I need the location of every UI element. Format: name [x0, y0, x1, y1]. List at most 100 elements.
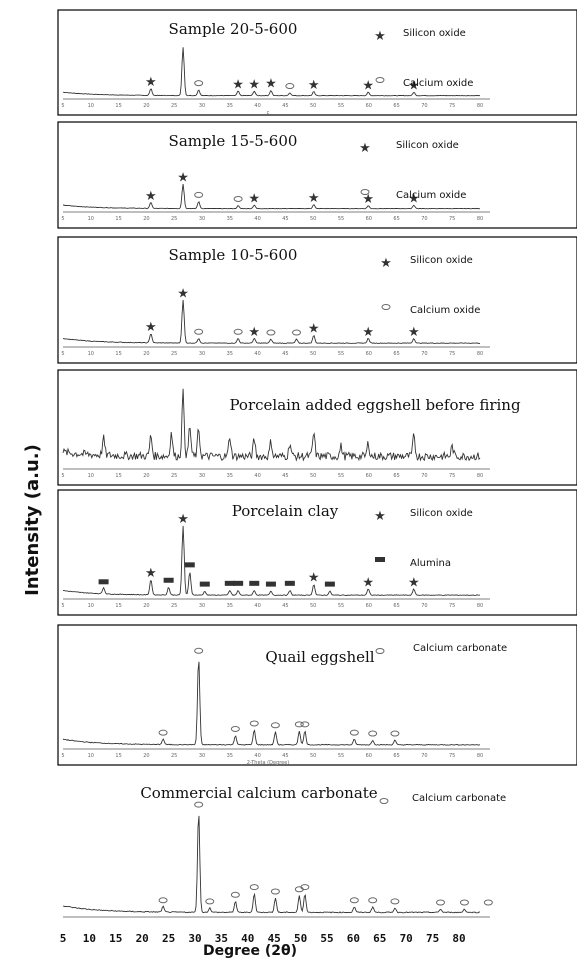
- silicon-oxide-marker: ★: [408, 575, 420, 590]
- panel-tick-label: 55: [338, 351, 344, 357]
- panel-tick-label: 55: [338, 473, 344, 479]
- legend-label: Silicon oxide: [396, 140, 459, 151]
- panel-3: ★ ★ ★ ★ ★ ★ 5 10 15 20 25 30 35 40 45 50 55 60 65 70 75 80 Sam…: [57, 236, 577, 364]
- alumina-marker: [184, 562, 195, 568]
- panel-tick-label: 70: [421, 753, 427, 759]
- calcium-carbonate-marker: [375, 648, 385, 654]
- calcium-carbonate-marker: [459, 899, 469, 906]
- legend-label: Calcium oxide: [403, 78, 473, 89]
- silicon-oxide-marker: ★: [248, 325, 260, 340]
- panel-tick-label: 50: [310, 351, 316, 357]
- panel-tick-label: 10: [88, 753, 94, 759]
- panel-tick-label: 60: [366, 216, 372, 222]
- panel-tick-label: 40: [254, 603, 260, 609]
- panel-tick-label: 45: [282, 473, 288, 479]
- panel-5: ★ ★ ★ ★ ★ 5 10 15 20 25 30 35 40 45 50 55 60 65 70 75 80 Porc…: [57, 489, 577, 616]
- panel-7: Commercial calcium carbonate Calcium carb…: [62, 784, 506, 918]
- calcium-carbonate-marker: [349, 729, 359, 736]
- silicon-oxide-marker: ★: [362, 78, 374, 93]
- calcium-carbonate-marker: [368, 897, 378, 904]
- panel-tick-label: 50: [310, 753, 316, 759]
- calcium-carbonate-marker: [436, 899, 446, 906]
- silicon-oxide-marker: ★: [145, 566, 157, 581]
- calcium-carbonate-marker: [158, 729, 168, 736]
- calcium-carbonate-marker: [368, 730, 378, 737]
- legend-label: Silicon oxide: [403, 28, 466, 39]
- silicon-oxide-marker: ★: [248, 191, 260, 206]
- calcium-carbonate-marker: [390, 730, 400, 737]
- panel-tick-label: 40: [254, 473, 260, 479]
- panel-tick-label: 30: [199, 753, 205, 759]
- alumina-marker: [375, 557, 385, 562]
- panel-tick-label: 55: [338, 603, 344, 609]
- panel-tick-label: 40: [254, 753, 260, 759]
- panel-tick-label: 35: [227, 473, 233, 479]
- panel-title: Porcelain clay: [232, 502, 339, 520]
- calcium-oxide-marker: [194, 328, 204, 335]
- x-tick-label: 15: [109, 932, 122, 945]
- panel-frame: [57, 9, 577, 116]
- alumina-marker: [324, 581, 335, 587]
- x-tick-label: 10: [83, 932, 96, 945]
- x-tick-label: 55: [320, 932, 333, 945]
- panel-tick-label: 80: [477, 216, 483, 222]
- panel-title: Sample 15-5-600: [169, 132, 298, 150]
- silicon-oxide-marker: ★: [380, 256, 392, 271]
- silicon-oxide-marker: ★: [374, 509, 386, 524]
- calcium-carbonate-marker: [300, 721, 310, 728]
- panel-tick-label: 65: [393, 473, 399, 479]
- calcium-oxide-marker: [233, 328, 243, 335]
- alumina-marker: [163, 577, 174, 583]
- xrd-trace: [62, 299, 481, 344]
- xrd-trace: [62, 525, 481, 596]
- panel-4: 5 10 15 20 25 30 35 40 45 50 55 60 65 70 75 80 Porcelain…: [57, 369, 577, 486]
- xrd-trace: [62, 815, 481, 914]
- calcium-carbonate-marker: [249, 720, 259, 727]
- panel-tick-label: 30: [199, 103, 205, 109]
- panel-tick-label: 10: [88, 103, 94, 109]
- panel-tick-label: 35: [227, 103, 233, 109]
- panel-tick-label: 75: [449, 753, 455, 759]
- panel-tick-label: 80: [477, 473, 483, 479]
- x-tick-label: 5: [60, 932, 67, 945]
- alumina-marker: [199, 581, 210, 587]
- panel-sublabel: 2-Theta (Degree): [247, 760, 290, 766]
- silicon-oxide-marker: ★: [408, 325, 420, 340]
- silicon-oxide-marker: ★: [308, 78, 320, 93]
- panel-tick-label: 20: [143, 351, 149, 357]
- x-tick-label: 45: [268, 932, 281, 945]
- panel-1: ★ ★ ★ ★ ★ ★ ★ 5 10 15 20 25 30 35 40 45 50 55 60 65 70 75 80 c S…: [57, 9, 577, 116]
- panel-tick-label: 25: [171, 103, 177, 109]
- x-tick-label: 80: [452, 932, 465, 945]
- calcium-oxide-marker: [375, 77, 385, 83]
- legend-label: Calcium carbonate: [412, 793, 506, 804]
- panel-tick-label: 45: [282, 753, 288, 759]
- calcium-oxide-marker: [292, 329, 302, 336]
- panel-frame: [57, 624, 577, 766]
- panel-tick-label: 40: [254, 103, 260, 109]
- panel-tick-label: 75: [449, 351, 455, 357]
- calcium-carbonate-marker: [349, 897, 359, 904]
- calcium-carbonate-marker: [270, 888, 280, 895]
- alumina-marker: [98, 579, 109, 585]
- silicon-oxide-marker: ★: [308, 191, 320, 206]
- panel-frame: [57, 489, 577, 616]
- alumina-marker: [249, 580, 260, 586]
- panel-frame: [57, 236, 577, 364]
- panel-tick-label: 15: [115, 473, 121, 479]
- panel-tick-label: 35: [227, 216, 233, 222]
- silicon-oxide-marker: ★: [308, 322, 320, 337]
- silicon-oxide-marker: ★: [145, 320, 157, 335]
- panel-tick-label: 80: [477, 603, 483, 609]
- panel-tick-label: 50: [310, 216, 316, 222]
- panel-tick-label: 20: [143, 103, 149, 109]
- calcium-carbonate-marker: [194, 801, 204, 808]
- panel-title: Porcelain added eggshell before firing: [229, 396, 521, 414]
- legend-label: Silicon oxide: [410, 255, 473, 266]
- silicon-oxide-marker: ★: [265, 77, 277, 92]
- calcium-oxide-marker: [266, 329, 276, 336]
- silicon-oxide-marker: ★: [362, 575, 374, 590]
- xrd-trace: [62, 47, 481, 97]
- panel-tick-label: 45: [282, 351, 288, 357]
- panel-tick-label: 30: [199, 351, 205, 357]
